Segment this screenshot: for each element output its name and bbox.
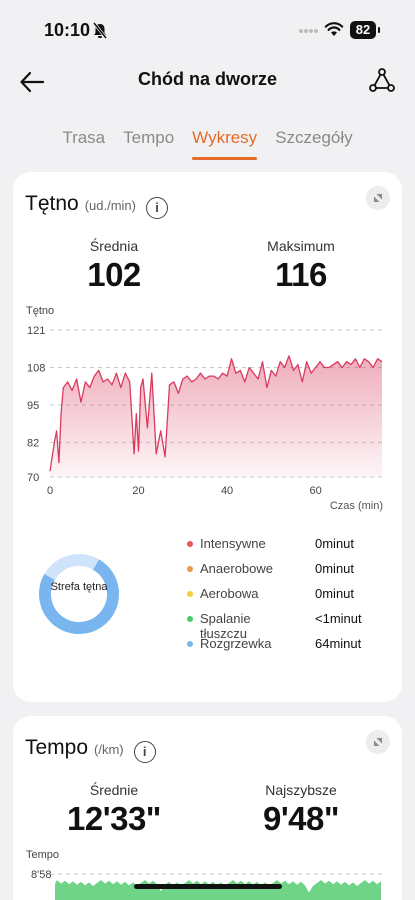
zone-name: Spalanie tłuszczu (200, 611, 251, 641)
zone-color-dot (187, 616, 193, 622)
y-tick-label: 108 (27, 362, 45, 374)
tempo-title: Tempo (25, 736, 89, 759)
zone-color-dot (187, 641, 193, 647)
heart-rate-unit: (ud./min) (84, 198, 136, 213)
info-icon[interactable]: i (146, 197, 168, 219)
heart-rate-chart: Tętno 121 108 95 82 70 0 20 40 60 Czas (min) (26, 305, 386, 512)
tempo-chart: Tempo 8'58 (26, 849, 386, 900)
y-tick-label: 70 (27, 472, 39, 484)
heart-rate-card: Tętno (ud./min) i Średnia 102 Maksimum 1… (13, 172, 402, 702)
signal-dots-icon (299, 29, 318, 33)
y-tick-label: 121 (27, 325, 45, 337)
zone-color-dot (187, 591, 193, 597)
page-title: Chód na dworze (138, 69, 277, 89)
tab-tempo[interactable]: Tempo (123, 128, 175, 147)
zone-duration: 0minut (315, 586, 355, 601)
tempo-average-value: 12'33" (67, 800, 161, 837)
battery-indicator: 82 (350, 21, 380, 39)
tempo-average-stat: Średnie 12'33" (24, 782, 204, 838)
tab-szczegoly[interactable]: Szczegóły (275, 128, 353, 147)
home-indicator[interactable] (134, 884, 282, 889)
hr-average-label: Średnia (89, 238, 139, 254)
header: Chód na dworze (0, 60, 415, 102)
heart-rate-zone-ring (39, 554, 119, 634)
heart-rate-area (50, 355, 382, 477)
expand-icon[interactable] (366, 730, 390, 754)
tempo-average-label: Średnie (89, 782, 139, 798)
y-axis-title: Tętno (26, 305, 54, 317)
y-tick-label: 8'58 (31, 869, 51, 881)
zone-name: Rozgrzewka (200, 636, 272, 651)
tab-trasa[interactable]: Trasa (62, 128, 106, 147)
tempo-title-row: Tempo (/km) i (25, 736, 156, 763)
expand-icon[interactable] (366, 186, 390, 210)
hr-max-stat: Maksimum 116 (211, 238, 391, 294)
status-bar: 10:10 82 (0, 0, 415, 60)
zone-name: Intensywne (200, 536, 266, 551)
bell-muted-icon (92, 22, 108, 39)
x-tick-label: 40 (221, 485, 233, 497)
zone-name: Anaerobowe (200, 561, 273, 576)
route-icon[interactable] (368, 66, 396, 94)
zone-duration: <1minut (315, 611, 362, 626)
info-icon[interactable]: i (133, 741, 156, 763)
zone-ring-label: Strefa tętna (50, 581, 108, 593)
zone-name: Aerobowa (200, 586, 259, 601)
y-tick-label: 95 (27, 400, 39, 412)
heart-rate-title-row: Tętno (ud./min) i (25, 192, 168, 219)
tab-bar: Trasa Tempo Wykresy Szczegóły (0, 124, 415, 160)
y-tick-label: 82 (27, 437, 39, 449)
zone-duration: 64minut (315, 636, 362, 651)
zone-duration: 0minut (315, 561, 355, 576)
status-time: 10:10 (44, 20, 91, 40)
x-tick-label: 20 (132, 485, 144, 497)
y-axis-title: Tempo (26, 849, 59, 861)
hr-average-stat: Średnia 102 (24, 238, 204, 294)
heart-rate-line (49, 355, 383, 472)
tempo-area (55, 880, 381, 900)
back-arrow-icon[interactable] (18, 68, 46, 96)
hr-max-label: Maksimum (267, 238, 335, 254)
zone-color-dot (187, 541, 193, 547)
tempo-best-value: 9'48" (262, 800, 340, 837)
hr-average-value: 102 (87, 256, 141, 293)
x-tick-label: 60 (309, 485, 321, 497)
zone-duration: 0minut (315, 536, 355, 551)
tempo-card: Tempo (/km) i Średnie 12'33" Najszybsze … (13, 716, 402, 900)
tab-wykresy[interactable]: Wykresy (192, 124, 258, 160)
hr-max-value: 116 (275, 256, 327, 293)
tempo-best-label: Najszybsze (265, 782, 337, 798)
tempo-unit: (/km) (94, 742, 124, 757)
tempo-best-stat: Najszybsze 9'48" (211, 782, 391, 838)
x-tick-label: 0 (47, 485, 53, 497)
wifi-icon (324, 22, 344, 36)
zone-color-dot (187, 566, 193, 572)
heart-rate-title: Tętno (25, 192, 79, 215)
x-axis-title: Czas (min) (330, 500, 383, 512)
